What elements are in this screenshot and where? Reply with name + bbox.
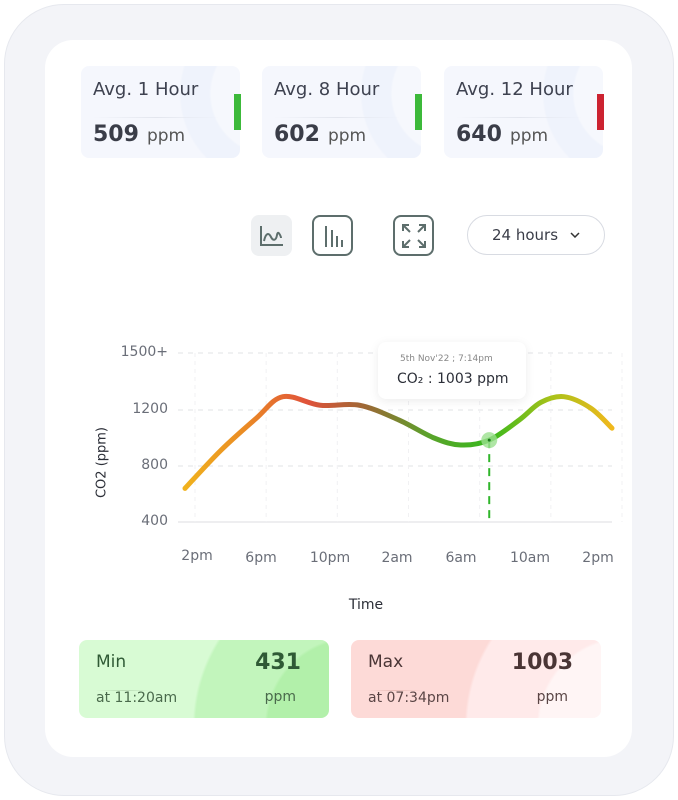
chevron-down-icon xyxy=(570,232,580,238)
bar-chart-button[interactable] xyxy=(312,215,353,256)
min-label: Min xyxy=(96,652,127,672)
min-time: at 11:20am xyxy=(96,690,178,706)
avg-1-hour-card: Avg. 1 Hour 509 ppm xyxy=(81,66,241,158)
x-tick-label: 6am xyxy=(445,550,477,566)
y-tick-label: 1500+ xyxy=(120,344,168,360)
y-tick-label: 1200 xyxy=(132,401,168,417)
expand-button[interactable] xyxy=(393,215,434,256)
tooltip-date: 5th Nov'22 ; 7:14pm xyxy=(400,354,493,364)
max-label: Max xyxy=(368,652,404,672)
x-axis-label: Time xyxy=(348,597,384,613)
expand-icon xyxy=(401,223,426,248)
avg-label: Avg. 12 Hour xyxy=(456,79,573,100)
x-tick-label: 6pm xyxy=(245,550,277,566)
status-bar xyxy=(415,94,422,130)
avg-value: 640 ppm xyxy=(456,122,549,147)
tooltip-value: CO₂ : 1003 ppm xyxy=(397,371,509,387)
x-tick-label: 2am xyxy=(381,550,413,566)
status-bar xyxy=(597,94,604,130)
y-tick-label: 400 xyxy=(141,513,168,529)
avg-value: 602 ppm xyxy=(274,122,367,147)
x-tick-label: 2pm xyxy=(582,550,614,566)
chart-tooltip: 5th Nov'22 ; 7:14pm CO₂ : 1003 ppm xyxy=(378,342,526,399)
avg-8-hour-card: Avg. 8 Hour 602 ppm xyxy=(262,66,422,158)
line-chart-button[interactable] xyxy=(251,215,292,256)
x-tick-label: 2pm xyxy=(181,548,213,564)
max-card: Max at 07:34pm 1003 ppm xyxy=(351,640,601,718)
time-range-value: 24 hours xyxy=(491,226,559,244)
avg-12-hour-card: Avg. 12 Hour 640 ppm xyxy=(444,66,604,158)
max-value: 1003 xyxy=(511,650,573,675)
avg-label: Avg. 1 Hour xyxy=(93,79,199,100)
status-bar xyxy=(234,94,241,130)
min-card: Min at 11:20am 431 ppm xyxy=(79,640,329,718)
max-time: at 07:34pm xyxy=(368,690,450,706)
line-chart-icon xyxy=(259,225,283,246)
x-tick-label: 10am xyxy=(509,550,551,566)
avg-value: 509 ppm xyxy=(93,122,186,147)
avg-label: Avg. 8 Hour xyxy=(274,79,380,100)
bar-chart-icon xyxy=(324,225,343,247)
x-tick-label: 10pm xyxy=(309,550,351,566)
time-range-dropdown[interactable]: 24 hours xyxy=(467,215,605,255)
max-unit: ppm xyxy=(536,689,568,705)
y-tick-label: 800 xyxy=(141,457,168,473)
min-unit: ppm xyxy=(264,689,296,705)
min-value: 431 xyxy=(255,650,301,675)
y-axis-label: CO2 (ppm) xyxy=(94,426,110,499)
